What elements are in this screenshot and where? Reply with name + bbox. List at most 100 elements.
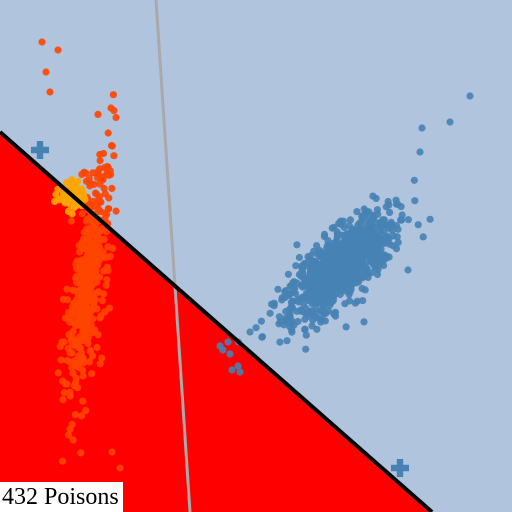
poison-point xyxy=(95,235,103,243)
poison-point xyxy=(93,343,101,352)
poison_core-point xyxy=(67,184,75,192)
poison-point xyxy=(104,243,112,251)
clean-point xyxy=(293,241,301,249)
clean-point xyxy=(342,323,350,331)
poison-point xyxy=(88,370,96,378)
clean-point xyxy=(466,92,474,100)
poison-point xyxy=(99,176,107,184)
clean-point xyxy=(348,252,357,260)
clean-point xyxy=(316,266,324,274)
poison-point xyxy=(66,425,74,433)
clean-boundary-line xyxy=(154,0,192,512)
plus-marker xyxy=(391,459,409,477)
poison-point xyxy=(83,216,91,224)
clean-point xyxy=(312,304,320,312)
clean-point xyxy=(246,328,254,336)
poison-point xyxy=(89,291,97,299)
poison-point xyxy=(64,431,73,439)
poison-point xyxy=(68,340,76,348)
poison-point xyxy=(103,276,111,284)
clean-point xyxy=(258,333,266,341)
poison-point xyxy=(85,259,93,267)
clean-point xyxy=(333,281,341,289)
poison-point xyxy=(98,297,106,305)
clean-point xyxy=(392,222,400,230)
poison-point xyxy=(87,265,95,273)
poison_core-point xyxy=(61,199,69,207)
clean-point xyxy=(325,242,333,250)
poison-point xyxy=(68,349,76,357)
clean-point xyxy=(320,230,329,238)
poison-point xyxy=(60,338,68,346)
clean-point xyxy=(301,294,309,302)
poison-point xyxy=(96,226,104,235)
clean-point xyxy=(359,214,367,222)
clean-point xyxy=(414,221,422,229)
poison-point xyxy=(73,384,82,392)
clean-point xyxy=(276,338,284,346)
poison-point xyxy=(96,150,104,159)
poison-point xyxy=(59,396,67,404)
poison-point xyxy=(89,169,97,177)
poison-point xyxy=(77,279,85,287)
poison-point xyxy=(80,299,88,307)
clean-point xyxy=(356,247,364,255)
clean-point xyxy=(308,322,316,330)
clean-point xyxy=(357,273,365,281)
clean-point xyxy=(327,289,335,297)
clean-point xyxy=(318,289,326,297)
poison-point xyxy=(86,283,94,291)
data-points xyxy=(38,38,474,512)
poison-point xyxy=(102,281,110,289)
poison-point xyxy=(108,142,116,150)
clean-point xyxy=(302,331,310,339)
poison-point xyxy=(71,321,80,330)
clean-point xyxy=(382,255,390,263)
poison-point xyxy=(96,157,104,165)
clean-point xyxy=(321,256,330,264)
poison-point xyxy=(57,356,65,364)
poisoned-boundary-line xyxy=(0,130,434,512)
poison_core-point xyxy=(80,189,88,197)
clean-point xyxy=(228,366,236,374)
clean-point xyxy=(419,233,427,241)
plus-marker-shape xyxy=(31,141,49,159)
clean-point xyxy=(381,220,389,229)
poison_core-point xyxy=(51,197,59,205)
poison-point xyxy=(66,388,74,396)
clean-point xyxy=(384,197,392,206)
poison-point xyxy=(67,217,75,225)
clean-point xyxy=(330,223,338,231)
clean-point xyxy=(284,270,292,278)
poison-point xyxy=(78,331,86,339)
clean-point xyxy=(364,273,372,282)
poison-point xyxy=(69,327,77,335)
clean-point xyxy=(346,216,354,224)
clean-point xyxy=(338,277,346,285)
poison-point xyxy=(96,360,104,368)
poison_core-point xyxy=(52,190,60,198)
poison-point xyxy=(106,252,114,260)
clean-point xyxy=(318,308,327,316)
clean-point xyxy=(392,245,401,253)
clean-point xyxy=(330,259,339,268)
clean-point xyxy=(404,216,412,224)
clean-point xyxy=(310,298,319,306)
clean-point xyxy=(357,235,365,243)
clean-point xyxy=(286,312,294,320)
clean-point xyxy=(268,300,276,308)
poison-point xyxy=(100,290,108,298)
poison_core-point xyxy=(68,210,76,218)
clean-point xyxy=(226,350,234,358)
clean-point xyxy=(347,246,355,254)
poison-point xyxy=(79,245,87,253)
poison-point xyxy=(99,248,107,256)
poison-point xyxy=(75,259,83,267)
clean-point xyxy=(289,297,297,305)
clean-point xyxy=(345,222,353,230)
clean-point xyxy=(236,368,244,376)
poison-point xyxy=(58,457,67,465)
clean-point xyxy=(373,270,382,279)
clean-point xyxy=(266,309,274,317)
